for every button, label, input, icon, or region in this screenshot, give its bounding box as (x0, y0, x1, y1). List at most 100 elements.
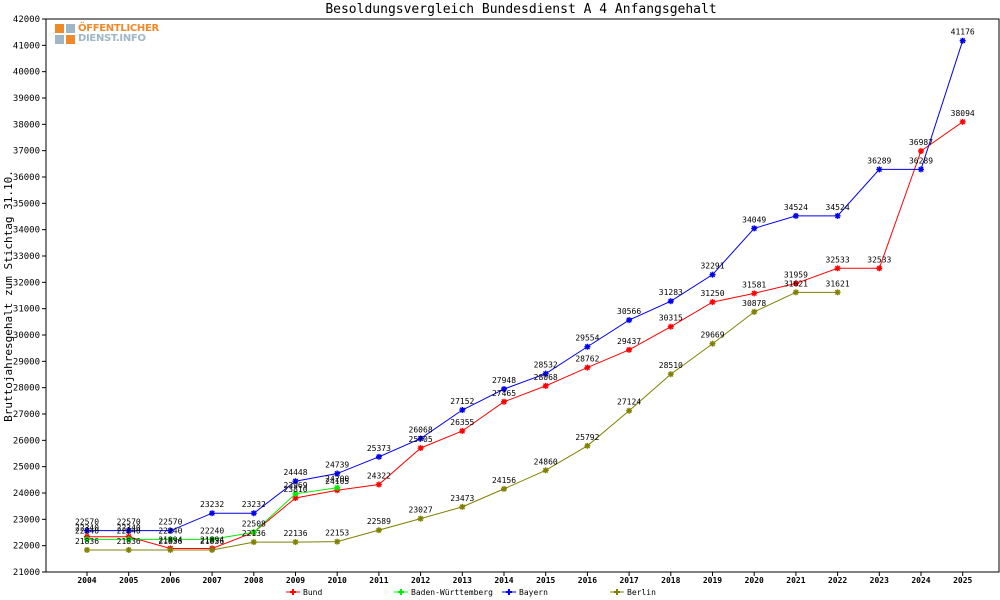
data-label-bund: 21894 (200, 535, 224, 544)
data-point-berlin (417, 515, 424, 522)
data-label-bund: 29437 (617, 337, 641, 346)
data-point-bayern (751, 225, 758, 232)
data-label-berlin: 22136 (242, 529, 266, 538)
data-point-mark (417, 515, 424, 522)
data-label-bayern: 23232 (200, 500, 224, 509)
data-label-berlin: 24156 (492, 476, 516, 485)
y-tick-label: 25000 (13, 463, 40, 473)
data-point-mark (334, 470, 340, 477)
logo-line-1: ÖFFENTLICHER (78, 23, 159, 34)
data-label-berlin: 30878 (742, 299, 766, 308)
y-axis: 21000 22000 23000 24000 25000 26000 27000 28000… (13, 15, 46, 578)
data-point-mark (709, 299, 716, 305)
data-point-mark (376, 481, 382, 488)
data-label-bund: 21894 (158, 535, 182, 544)
data-point-baden-w-rttemberg (209, 536, 216, 543)
data-point-mark (209, 510, 215, 516)
data-point-mark (751, 309, 757, 315)
logo-text: ÖFFENTLICHER DIENST.INFO (78, 24, 159, 44)
data-label-bund: 24105 (325, 477, 349, 486)
x-tick-label: 2023 (870, 576, 889, 585)
y-tick-label: 40000 (13, 68, 40, 78)
y-tick-label: 27000 (13, 410, 40, 420)
y-tick-label: 42000 (13, 15, 40, 25)
logo: ÖFFENTLICHER DIENST.INFO (51, 21, 161, 47)
x-tick-label: 2019 (703, 576, 722, 585)
data-point-bund (959, 118, 966, 125)
data-point-bund (584, 364, 591, 371)
data-point-mark (459, 428, 465, 434)
x-tick-label: 2025 (953, 576, 972, 585)
data-point-mark (292, 478, 299, 484)
data-point-mark (626, 408, 632, 414)
data-point-mark (751, 290, 757, 297)
data-point-baden-w-rttemberg (84, 536, 90, 543)
data-label-berlin: 25792 (575, 433, 599, 442)
x-tick-label: 2020 (745, 576, 764, 585)
data-point-mark (209, 547, 215, 553)
data-point-bayern (542, 370, 549, 377)
x-tick-label: 2018 (661, 576, 680, 585)
data-point-bund (709, 299, 716, 306)
data-point-bayern (417, 435, 424, 442)
data-point-mark (84, 527, 90, 534)
data-label-berlin: 31621 (826, 279, 850, 288)
data-point-berlin (334, 538, 341, 545)
data-point-mark (834, 213, 841, 219)
data-label-baden-w-rttemberg: 22240 (75, 526, 99, 535)
data-point-berlin (542, 467, 549, 474)
data-point-bund (542, 382, 549, 389)
data-point-mark (167, 536, 174, 543)
data-point-bayern (209, 510, 216, 517)
data-label-berlin: 21836 (200, 537, 224, 546)
data-label-berlin: 21836 (158, 537, 182, 546)
data-point-bund (501, 398, 507, 405)
data-point-mark (417, 435, 424, 442)
data-point-mark (251, 529, 257, 535)
data-label-bund: 30315 (659, 314, 683, 323)
data-label-bayern: 30566 (617, 307, 641, 316)
data-point-berlin (709, 340, 716, 347)
data-label-bund: 31581 (742, 280, 766, 289)
data-point-mark (126, 527, 132, 534)
data-label-berlin: 21836 (75, 537, 99, 546)
y-tick-label: 41000 (13, 41, 40, 51)
data-label-bayern: 32291 (700, 262, 724, 271)
data-point-mark (584, 443, 591, 449)
y-tick-label: 39000 (13, 94, 40, 104)
data-label-berlin: 27124 (617, 398, 641, 407)
data-point-berlin (834, 289, 841, 296)
data-label-bund: 31959 (784, 270, 808, 279)
data-point-mark (668, 324, 674, 330)
data-label-bund: 36987 (909, 138, 933, 147)
data-point-mark (292, 495, 299, 501)
y-tick-label: 36000 (13, 173, 40, 183)
data-point-berlin (250, 539, 257, 546)
x-tick-label: 2015 (536, 576, 555, 585)
x-tick-label: 2006 (161, 576, 180, 585)
data-point-mark (126, 547, 132, 553)
label-layer: 22340 22340 21894 21894 22508 23810 24105 24322… (75, 28, 975, 546)
data-point-bayern (334, 470, 341, 477)
data-point-berlin (626, 407, 633, 414)
data-label-bayern: 28532 (534, 361, 558, 370)
data-point-berlin (501, 485, 507, 492)
legend: Bund Baden-Württemberg Bayern Berlin (286, 588, 656, 597)
data-point-mark (834, 289, 841, 296)
data-point-mark (834, 265, 841, 271)
data-label-berlin: 31621 (784, 279, 808, 288)
legend-label: Baden-Württemberg (411, 588, 493, 597)
data-label-bayern: 34524 (784, 203, 808, 212)
data-point-berlin (292, 539, 299, 546)
data-point-bayern (959, 37, 966, 44)
data-label-berlin: 22153 (325, 529, 349, 538)
data-point-bayern (125, 527, 132, 534)
data-label-bund: 22340 (117, 524, 141, 533)
data-point-bayern (375, 453, 382, 460)
x-tick-label: 2010 (328, 576, 347, 585)
data-label-berlin: 24860 (534, 457, 558, 466)
y-tick-label: 21000 (13, 568, 40, 578)
data-point-mark (960, 38, 966, 44)
data-point-mark (501, 486, 507, 492)
